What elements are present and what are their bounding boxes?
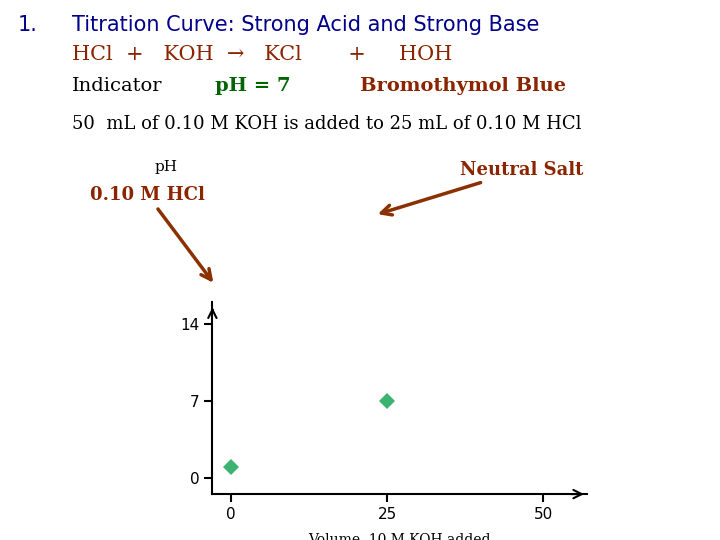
Text: pH: pH <box>155 160 178 174</box>
Text: 0.10 M HCl: 0.10 M HCl <box>90 186 211 280</box>
Text: pH = 7: pH = 7 <box>215 77 290 95</box>
Text: Titration Curve: Strong Acid and Strong Base: Titration Curve: Strong Acid and Strong … <box>72 15 539 35</box>
Text: 50  mL of 0.10 M KOH is added to 25 mL of 0.10 M HCl: 50 mL of 0.10 M KOH is added to 25 mL of… <box>72 115 582 133</box>
Text: Indicator: Indicator <box>72 77 163 95</box>
Text: HCl  +   KOH  →   KCl       +     HOH: HCl + KOH → KCl + HOH <box>72 45 452 64</box>
Text: Bromothymol Blue: Bromothymol Blue <box>360 77 566 95</box>
X-axis label: Volume .10 M KOH added: Volume .10 M KOH added <box>308 534 491 540</box>
Text: 1.: 1. <box>18 15 38 35</box>
Text: Neutral Salt: Neutral Salt <box>382 161 583 215</box>
